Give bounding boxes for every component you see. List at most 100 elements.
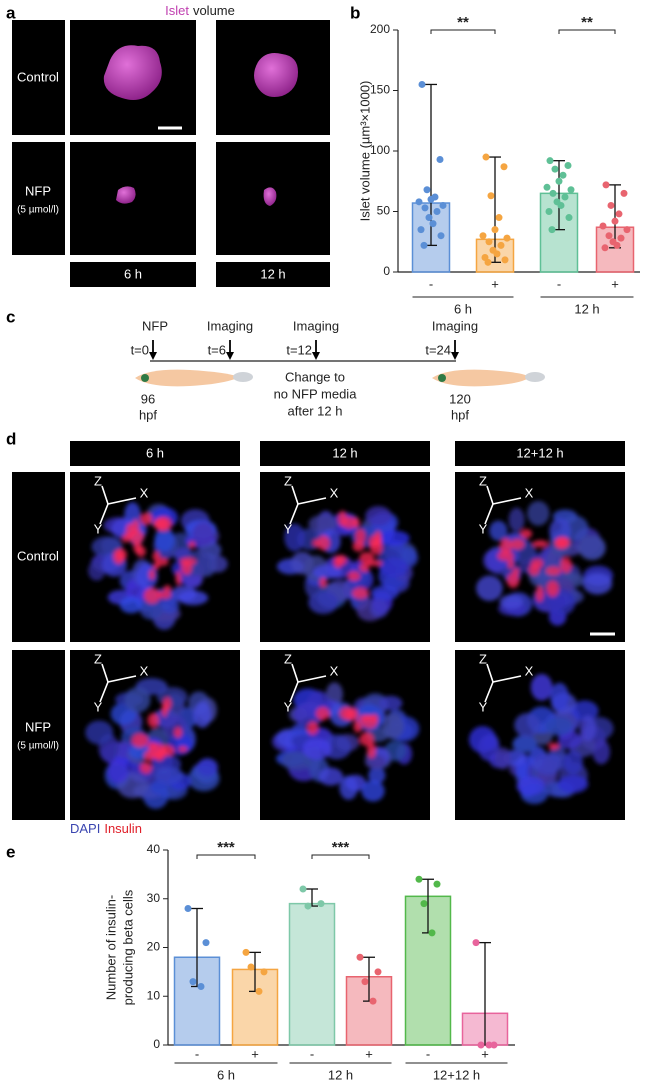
nucleus (489, 520, 508, 541)
nucleus (192, 522, 214, 546)
axis-triad (289, 681, 299, 703)
data-point (439, 201, 447, 209)
data-point (607, 201, 615, 209)
x-tick-label: + (611, 276, 619, 291)
significance-bracket (196, 854, 256, 859)
insulin-signal (342, 516, 357, 529)
nucleus (577, 534, 606, 561)
nucleus (516, 776, 545, 796)
group-label: 12+12 h (433, 1067, 480, 1082)
data-point (548, 226, 556, 234)
insulin-signal (136, 546, 146, 557)
axis-label: Y (284, 699, 293, 714)
significance-bracket (311, 854, 370, 859)
insulin-signal (560, 557, 572, 573)
data-point (420, 900, 428, 908)
nucleus (563, 750, 583, 775)
insulin-signal (178, 746, 188, 753)
x-tick-label: + (365, 1046, 373, 1061)
nucleus (530, 673, 553, 701)
data-point (317, 900, 325, 908)
data-point (477, 1041, 485, 1049)
fish-tail (525, 372, 545, 382)
x-tick-label: - (195, 1046, 199, 1061)
y-tick-label: 20 (147, 940, 161, 954)
column-label: 12+12 h (516, 445, 563, 460)
data-point (356, 953, 364, 961)
data-point (433, 880, 441, 888)
insulin-signal (148, 569, 156, 580)
axis-label: X (525, 485, 534, 500)
axis-triad (486, 485, 494, 505)
insulin-signal (366, 742, 376, 759)
note: no NFP media (274, 386, 358, 401)
nucleus (124, 687, 151, 713)
data-point (437, 232, 445, 240)
insulin-signal (510, 538, 525, 550)
insulin-signal (347, 571, 361, 582)
insulin-signal (548, 742, 560, 750)
note: after 12 h (288, 403, 343, 418)
nucleus (382, 713, 404, 739)
column-label-box (70, 262, 196, 287)
data-point (601, 244, 609, 252)
title-highlight: Islet (165, 3, 189, 18)
islet-render (254, 53, 298, 97)
micrographs: X Y Z X Y Z X Y Z X Y Z X Y Z X Y Z (70, 472, 625, 820)
nucleus (364, 754, 386, 769)
column-label-box (216, 262, 330, 287)
insulin-signal (359, 732, 374, 746)
nucleus (508, 507, 525, 532)
insulin-signal (307, 721, 319, 735)
axis-triad (289, 503, 299, 525)
arrow-head (312, 352, 320, 360)
row-label-box (12, 472, 65, 642)
data-point (611, 217, 619, 225)
islet-render (103, 45, 162, 100)
axis-label: X (525, 663, 534, 678)
row-sublabel: (5 µmol/l) (17, 741, 59, 752)
y-tick-label: 100 (370, 143, 390, 157)
significance-label: *** (332, 839, 350, 856)
y-tick-label: 0 (383, 264, 390, 278)
group-label: 6 h (454, 301, 472, 316)
event-label: Imaging (432, 318, 478, 333)
nucleus (557, 775, 589, 794)
data-point (620, 189, 628, 197)
nucleus (370, 585, 399, 601)
nucleus (85, 720, 114, 745)
data-point (613, 241, 621, 249)
insulin-signal (507, 558, 514, 569)
axis-label: Z (94, 651, 102, 666)
axis-label: Z (284, 651, 292, 666)
data-point (545, 208, 553, 215)
bar (288, 902, 336, 1046)
data-point (255, 987, 263, 995)
data-point (202, 939, 210, 947)
data-point (551, 165, 559, 173)
column-label: 6 h (146, 445, 164, 460)
fish (135, 369, 253, 387)
insulin-signal (374, 530, 382, 545)
axis-triad (99, 681, 109, 703)
nucleus (107, 759, 129, 784)
insulin-signal (506, 573, 520, 589)
fish (432, 369, 545, 387)
panel-label: a (6, 3, 16, 22)
y-tick-label: 150 (370, 83, 390, 97)
nucleus (154, 767, 184, 784)
insulin-signal (352, 587, 369, 600)
legend: DAPI Insulin (70, 821, 142, 836)
insulin-signal (162, 697, 172, 711)
insulin-signal (528, 564, 540, 576)
row-label-box (12, 650, 65, 820)
axis-label: Y (479, 699, 488, 714)
fish-eye (438, 374, 446, 382)
x-tick-label: - (429, 276, 433, 291)
nucleus (378, 695, 403, 711)
arrow-head (149, 352, 157, 360)
insulin-signal (156, 590, 172, 599)
nucleus (345, 774, 366, 792)
axis-label: Y (479, 521, 488, 536)
fish-tail (233, 372, 253, 382)
